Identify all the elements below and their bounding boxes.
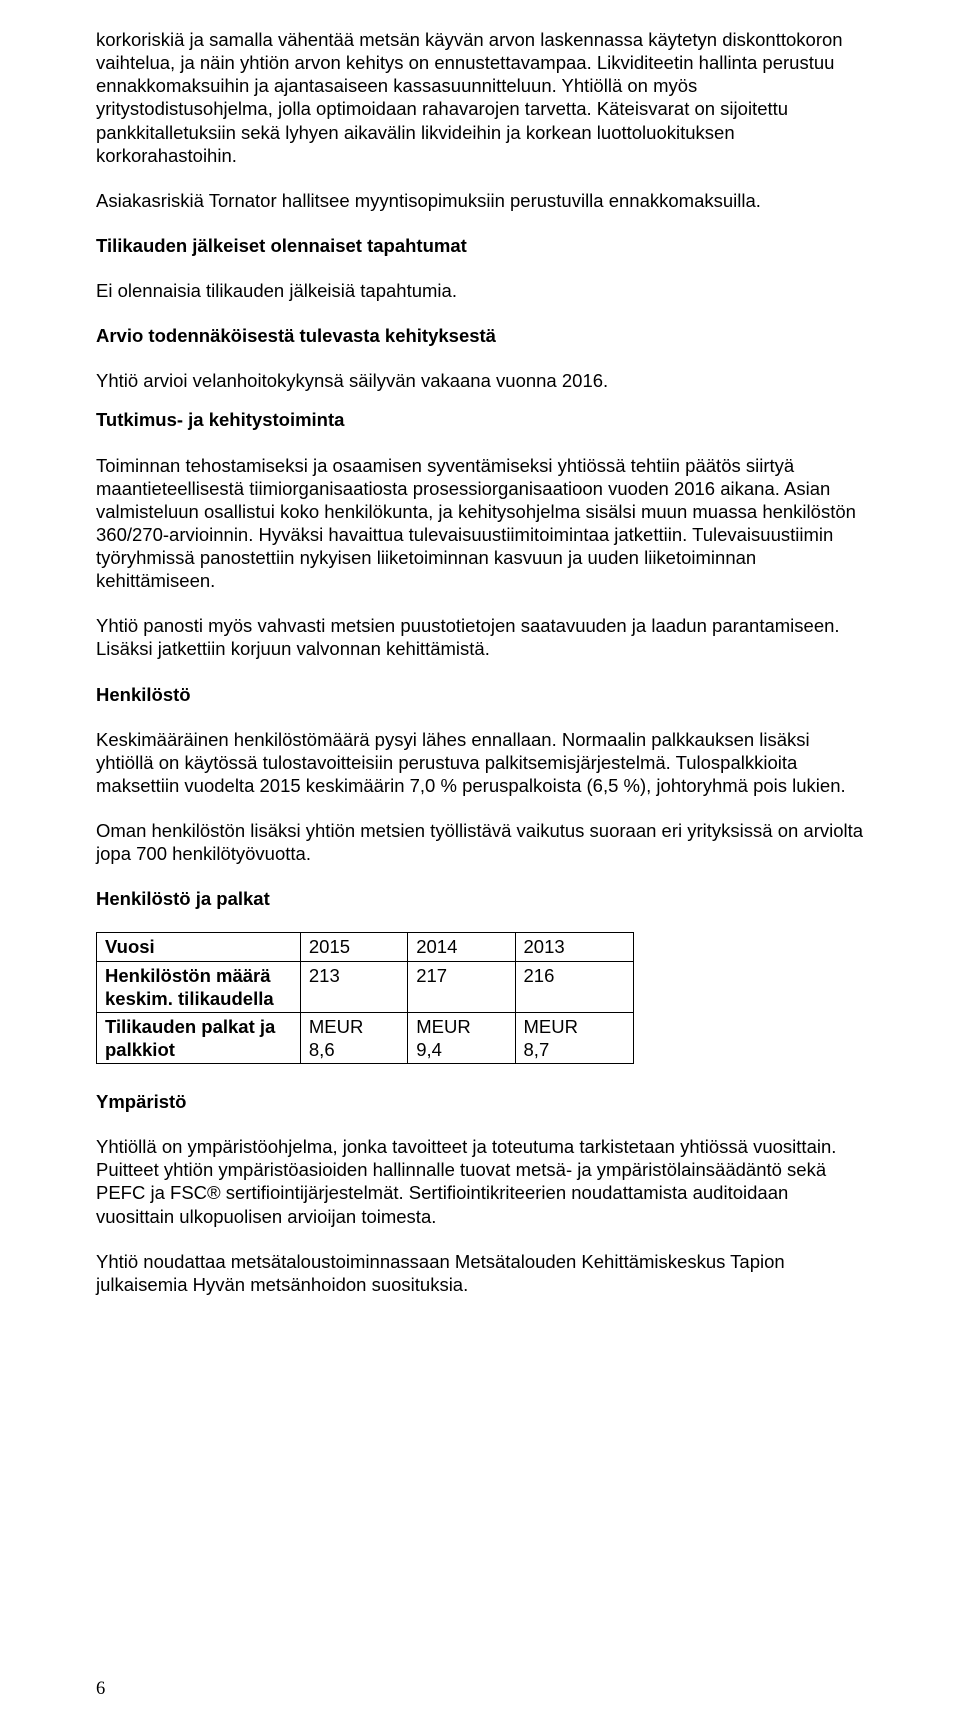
- body-paragraph: Ei olennaisia tilikauden jälkeisiä tapah…: [96, 279, 864, 302]
- section-heading-environment: Ympäristö: [96, 1090, 864, 1113]
- table-cell-line: MEUR: [416, 1016, 470, 1037]
- body-paragraph: Keskimääräinen henkilöstömäärä pysyi läh…: [96, 728, 864, 797]
- body-paragraph: korkoriskiä ja samalla vähentää metsän k…: [96, 28, 864, 167]
- table-cell: MEUR 8,6: [300, 1012, 407, 1063]
- section-heading-future-outlook: Arvio todennäköisestä tulevasta kehityks…: [96, 324, 864, 347]
- table-cell: MEUR 8,7: [515, 1012, 633, 1063]
- table-cell: 213: [300, 961, 407, 1012]
- table-cell-line: 8,6: [309, 1039, 335, 1060]
- page-number: 6: [96, 1679, 105, 1700]
- table-cell: MEUR 9,4: [408, 1012, 515, 1063]
- table-header-cell: Vuosi: [97, 933, 301, 961]
- section-heading-personnel-salaries: Henkilöstö ja palkat: [96, 887, 864, 910]
- table-cell: 2013: [515, 933, 633, 961]
- body-paragraph: Yhtiö noudattaa metsätaloustoiminnassaan…: [96, 1250, 864, 1296]
- table-header-cell: Henkilöstön määrä keskim. tilikaudella: [97, 961, 301, 1012]
- table-cell-line: 8,7: [524, 1039, 550, 1060]
- table-cell-line: MEUR: [309, 1016, 363, 1037]
- body-paragraph: Yhtiö arvioi velanhoitokykynsä säilyvän …: [96, 369, 864, 392]
- document-page: korkoriskiä ja samalla vähentää metsän k…: [0, 0, 960, 1736]
- table-cell: 216: [515, 961, 633, 1012]
- body-paragraph: Toiminnan tehostamiseksi ja osaamisen sy…: [96, 454, 864, 593]
- table-cell-line: 9,4: [416, 1039, 442, 1060]
- table-cell: 2015: [300, 933, 407, 961]
- personnel-salary-table: Vuosi 2015 2014 2013 Henkilöstön määrä k…: [96, 932, 634, 1064]
- table-cell-line: MEUR: [524, 1016, 578, 1037]
- table-row: Tilikauden palkat ja palkkiot MEUR 8,6 M…: [97, 1012, 634, 1063]
- section-heading-research-development: Tutkimus- ja kehitystoiminta: [96, 408, 864, 431]
- body-paragraph: Yhtiöllä on ympäristöohjelma, jonka tavo…: [96, 1135, 864, 1228]
- table-cell: 217: [408, 961, 515, 1012]
- table-row: Henkilöstön määrä keskim. tilikaudella 2…: [97, 961, 634, 1012]
- body-paragraph: Yhtiö panosti myös vahvasti metsien puus…: [96, 614, 864, 660]
- section-heading-post-period-events: Tilikauden jälkeiset olennaiset tapahtum…: [96, 234, 864, 257]
- body-paragraph: Oman henkilöstön lisäksi yhtiön metsien …: [96, 819, 864, 865]
- body-paragraph: Asiakasriskiä Tornator hallitsee myyntis…: [96, 189, 864, 212]
- table-header-cell: Tilikauden palkat ja palkkiot: [97, 1012, 301, 1063]
- table-row: Vuosi 2015 2014 2013: [97, 933, 634, 961]
- table-cell: 2014: [408, 933, 515, 961]
- section-heading-personnel: Henkilöstö: [96, 683, 864, 706]
